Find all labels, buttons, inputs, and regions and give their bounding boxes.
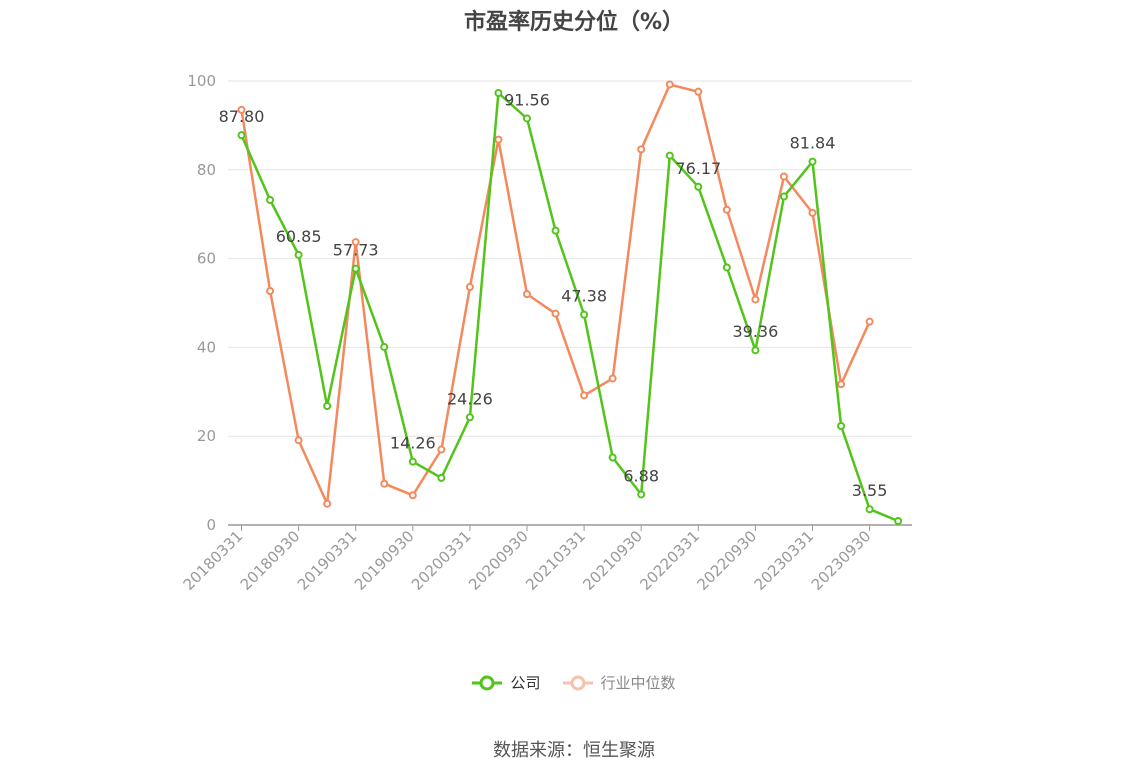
y-tick-label: 100: [187, 72, 216, 90]
legend-label-company: 公司: [510, 674, 541, 692]
source-note: 数据来源：恒生聚源: [493, 740, 655, 761]
series-lines: [237, 80, 903, 526]
data-point-1: [779, 172, 788, 181]
series-line-0: [240, 91, 899, 523]
data-point-1: [237, 105, 246, 114]
data-label: 3.55: [852, 481, 888, 500]
data-point-0: [580, 310, 589, 319]
data-label: 47.38: [561, 287, 607, 306]
legend: 公司 行业中位数: [0, 672, 1148, 693]
x-tick-label: 20230331: [751, 527, 818, 594]
data-point-1: [465, 283, 474, 292]
data-label: 87.80: [219, 107, 265, 126]
data-label: 6.88: [623, 466, 659, 485]
data-labels: 87.80 60.85 57.73 14.26 24.26 91.56 47.38 6.88 7…: [219, 90, 888, 500]
data-point-1: [665, 80, 674, 89]
data-point-1: [837, 380, 846, 389]
y-tick-label: 60: [197, 250, 216, 268]
data-point-0: [608, 453, 617, 462]
data-label: 81.84: [790, 134, 836, 153]
y-tick-label: 20: [197, 427, 216, 445]
data-point-0: [408, 457, 417, 466]
data-point-1: [694, 87, 703, 96]
data-label: 14.26: [390, 434, 436, 453]
legend-industry-icon: [562, 675, 593, 690]
x-tick-label: 20210331: [522, 527, 589, 594]
data-point-0: [665, 151, 674, 160]
y-tick-label: 40: [197, 338, 216, 356]
data-point-1: [722, 205, 731, 214]
data-point-0: [894, 517, 903, 526]
x-tick-label: 20210930: [579, 527, 646, 594]
legend-item-company[interactable]: 公司: [472, 672, 541, 693]
x-tick-label: 20200331: [408, 527, 475, 594]
data-point-1: [551, 309, 560, 318]
data-label: 76.17: [675, 159, 721, 178]
data-point-1: [323, 499, 332, 508]
x-tick-label: 20230930: [808, 527, 875, 594]
data-label: 91.56: [504, 90, 550, 109]
data-point-0: [722, 263, 731, 272]
data-point-1: [751, 295, 760, 304]
data-point-1: [351, 238, 360, 247]
data-point-0: [494, 88, 503, 97]
data-point-0: [837, 421, 846, 430]
y-tick-label: 80: [197, 161, 216, 179]
data-label: 39.36: [732, 322, 778, 341]
data-point-1: [380, 479, 389, 488]
data-point-1: [637, 145, 646, 154]
y-tick-label: 0: [206, 516, 216, 534]
data-point-0: [351, 264, 360, 273]
data-point-1: [865, 317, 874, 326]
data-point-1: [494, 135, 503, 144]
data-point-0: [865, 505, 874, 514]
data-point-0: [323, 402, 332, 411]
data-point-0: [294, 250, 303, 259]
data-point-0: [266, 195, 275, 204]
grid-lines: [228, 80, 912, 437]
data-label: 57.73: [333, 241, 379, 260]
data-point-0: [465, 413, 474, 422]
data-point-0: [779, 192, 788, 201]
x-tick-label: 20200930: [465, 527, 532, 594]
chart-title: 市盈率历史分位（%）: [463, 10, 685, 35]
data-point-0: [437, 473, 446, 482]
data-point-1: [408, 491, 417, 500]
data-point-0: [637, 490, 646, 499]
data-label: 60.85: [276, 227, 322, 246]
data-point-1: [294, 436, 303, 445]
x-tick-label: 20190930: [351, 527, 418, 594]
legend-label-industry-median: 行业中位数: [600, 674, 676, 692]
data-label: 24.26: [447, 389, 493, 408]
data-point-1: [266, 287, 275, 296]
series-line-1: [240, 83, 871, 505]
data-point-0: [237, 131, 246, 140]
data-point-0: [380, 342, 389, 351]
x-tick-label: 20220331: [636, 527, 703, 594]
x-tick-label: 20180331: [180, 527, 247, 594]
legend-item-industry-median[interactable]: 行业中位数: [562, 672, 676, 693]
data-point-0: [523, 114, 531, 123]
legend-company-icon: [472, 675, 503, 690]
x-tick-label: 20190331: [294, 527, 361, 594]
data-point-1: [608, 374, 617, 383]
data-point-0: [808, 157, 817, 166]
data-point-1: [437, 445, 446, 454]
data-point-0: [751, 346, 760, 355]
data-point-0: [551, 226, 560, 235]
data-point-1: [580, 391, 589, 400]
data-point-1: [523, 290, 531, 299]
data-point-0: [694, 182, 703, 191]
data-point-1: [808, 208, 817, 217]
chart-area: 0 20 40 60 80 100 2018033120180930201903312019…: [180, 72, 912, 594]
x-tick-label: 20220930: [694, 527, 761, 594]
x-tick-label: 20180930: [237, 527, 304, 594]
